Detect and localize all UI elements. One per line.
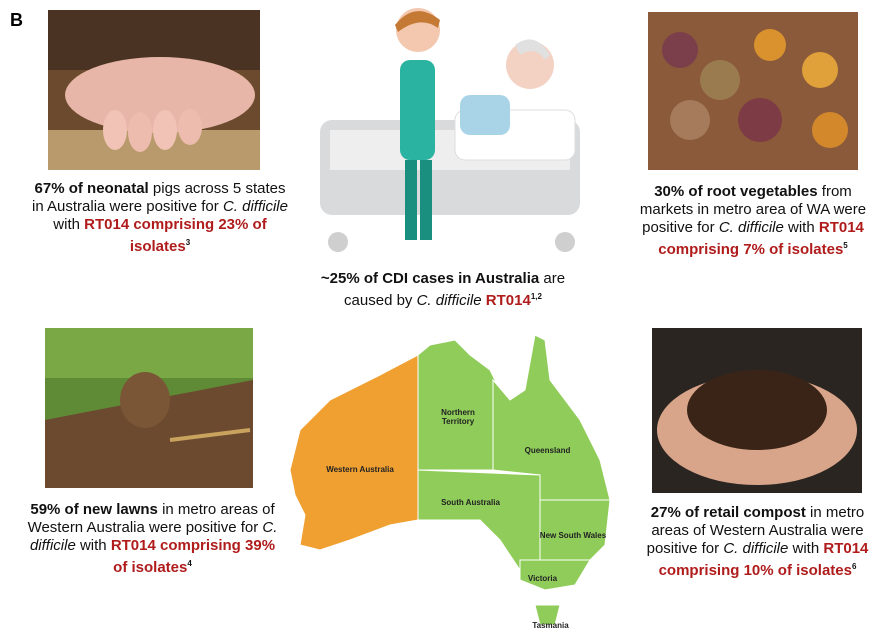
panel-label: B bbox=[10, 10, 23, 31]
vegetables-photo bbox=[648, 12, 858, 170]
lawn-photo bbox=[45, 328, 253, 488]
text: 27% of retail compost bbox=[651, 504, 806, 521]
text: with bbox=[76, 537, 111, 554]
hospital-illustration bbox=[320, 8, 580, 252]
page: B 67% of neonatal pigs across 5 states i… bbox=[0, 0, 885, 641]
lawns-caption: 59% of new lawns in metro areas of Weste… bbox=[25, 501, 280, 577]
state-label: Northern Territory bbox=[428, 408, 488, 426]
text: RT014 bbox=[486, 292, 531, 309]
text: C. difficile bbox=[417, 292, 482, 309]
vegetables-caption: 30% of root vegetables from markets in m… bbox=[628, 183, 878, 259]
text: 30% of root vegetables bbox=[654, 183, 817, 200]
state-label: Tasmania bbox=[523, 621, 578, 630]
state-label: New South Wales bbox=[528, 531, 618, 540]
pig-photo bbox=[48, 10, 260, 170]
text: C. difficile bbox=[723, 540, 788, 557]
pigs-caption: 67% of neonatal pigs across 5 states in … bbox=[30, 180, 290, 256]
text: with bbox=[784, 219, 819, 236]
ref: 6 bbox=[852, 562, 856, 571]
text: with bbox=[53, 216, 84, 233]
text: with bbox=[788, 540, 823, 557]
ref: 5 bbox=[843, 241, 847, 250]
state-label: Queensland bbox=[510, 446, 585, 455]
ref: 4 bbox=[187, 559, 191, 568]
compost-caption: 27% of retail compost in metro areas of … bbox=[630, 504, 885, 580]
state-label: Western Australia bbox=[315, 465, 405, 474]
compost-photo bbox=[652, 328, 862, 493]
cdi-caption: ~25% of CDI cases in Australia are cause… bbox=[310, 270, 576, 310]
state-label: Victoria bbox=[515, 574, 570, 583]
text: 59% of new lawns bbox=[30, 501, 158, 518]
text: 67% of neonatal bbox=[35, 180, 149, 197]
ref: 1,2 bbox=[531, 292, 542, 301]
state-label: South Australia bbox=[428, 498, 513, 507]
text: ~25% of CDI cases in Australia bbox=[321, 270, 539, 287]
text: RT014 comprising 23% of isolates bbox=[84, 216, 267, 255]
text: C. difficile bbox=[719, 219, 784, 236]
text: C. difficile bbox=[223, 198, 288, 215]
ref: 3 bbox=[186, 238, 190, 247]
text: RT014 comprising 39% of isolates bbox=[111, 537, 275, 576]
